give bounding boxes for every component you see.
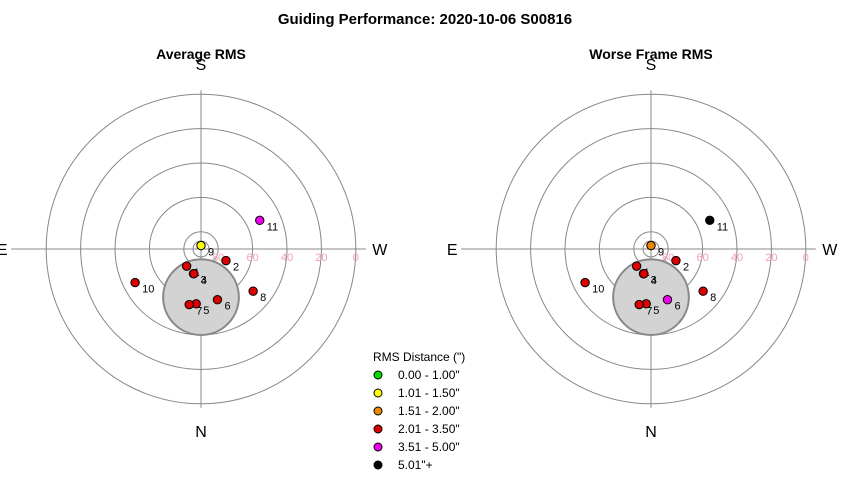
legend-swatch-5 [373,442,383,452]
polar-chart-2: Worse Frame RMS806040200SNEW123456789101… [447,46,838,441]
polar-plots: Average RMS806040200SNEW1234567891011Wor… [0,46,838,441]
point-label-8: 8 [710,292,716,304]
data-point-4 [189,269,199,279]
ring-tick-label: 40 [731,252,743,264]
point-label-6: 6 [674,301,680,313]
data-point-11 [255,215,265,226]
point-label-9: 9 [658,247,664,259]
point-label-7: 7 [196,306,202,318]
ring-tick-label: 40 [281,252,293,264]
direction-label-w: W [822,242,838,259]
page-title: Guiding Performance: 2020-10-06 S00816 [278,11,572,28]
point-label-6: 6 [224,301,230,313]
data-point-2 [671,255,681,266]
legend-swatch-1 [373,370,383,380]
altitude-ring [80,128,322,370]
point-label-4: 4 [651,275,657,287]
data-point-4 [639,269,649,279]
altitude-ring [530,128,772,370]
data-point-1 [181,261,192,271]
data-point-8 [698,286,708,296]
point-label-7: 7 [646,306,652,318]
ring-tick-label: 0 [803,252,809,264]
legend-label-4: 2.01 - 3.50" [398,422,460,436]
data-point-8 [248,286,258,296]
point-label-5: 5 [653,305,659,317]
legend-swatch-4 [373,424,383,434]
data-point-7 [634,299,644,310]
point-label-2: 2 [683,262,689,274]
obstruction-disc [612,258,690,337]
legend-title: RMS Distance (") [373,350,465,364]
direction-label-n: N [645,424,657,441]
point-label-8: 8 [260,292,266,304]
obstruction-disc [162,258,240,337]
data-point-7 [184,299,194,310]
data-point-9 [646,240,656,251]
point-label-11: 11 [267,221,278,233]
direction-label-e: E [447,242,458,259]
ring-tick-label: 0 [353,252,359,264]
legend-label-6: 5.01"+ [398,458,433,472]
direction-label-n: N [195,424,207,441]
polar-chart-1: Average RMS806040200SNEW1234567891011 [0,46,388,441]
legend-swatch-3 [373,406,383,416]
direction-label-s: S [646,57,657,74]
point-label-3: 3 [650,275,656,287]
ring-tick-label: 60 [696,252,708,264]
altitude-ring [495,93,807,405]
chart-title: Worse Frame RMS [589,46,712,62]
data-point-9 [196,240,206,251]
ring-tick-label: 60 [246,252,258,264]
point-label-10: 10 [592,284,604,296]
point-label-3: 3 [200,275,206,287]
chart-title: Average RMS [156,46,246,62]
data-point-10 [580,277,590,288]
legend-label-3: 1.51 - 2.00" [398,404,460,418]
data-point-11 [705,215,715,226]
point-label-11: 11 [717,221,728,233]
point-label-9: 9 [208,247,214,259]
legend-swatch-2 [373,388,383,398]
legend-label-1: 0.00 - 1.00" [398,368,460,382]
direction-label-s: S [196,57,207,74]
data-point-6 [662,295,673,305]
ring-tick-label: 20 [315,252,327,264]
point-label-2: 2 [233,262,239,274]
direction-label-w: W [372,242,388,259]
altitude-ring [45,93,357,405]
legend-label-2: 1.01 - 1.50" [398,386,460,400]
ring-tick-label: 20 [765,252,777,264]
legend-label-5: 3.51 - 5.00" [398,440,460,454]
legend-swatch-6 [373,460,383,470]
point-label-4: 4 [201,275,207,287]
data-point-10 [130,277,140,288]
data-point-2 [221,255,231,266]
data-point-6 [212,295,223,305]
point-label-10: 10 [142,284,154,296]
data-point-1 [631,261,642,271]
legend: RMS Distance (") 0.00 - 1.00" 1.01 - 1.50"… [373,350,465,472]
point-label-5: 5 [203,305,209,317]
direction-label-e: E [0,242,8,259]
